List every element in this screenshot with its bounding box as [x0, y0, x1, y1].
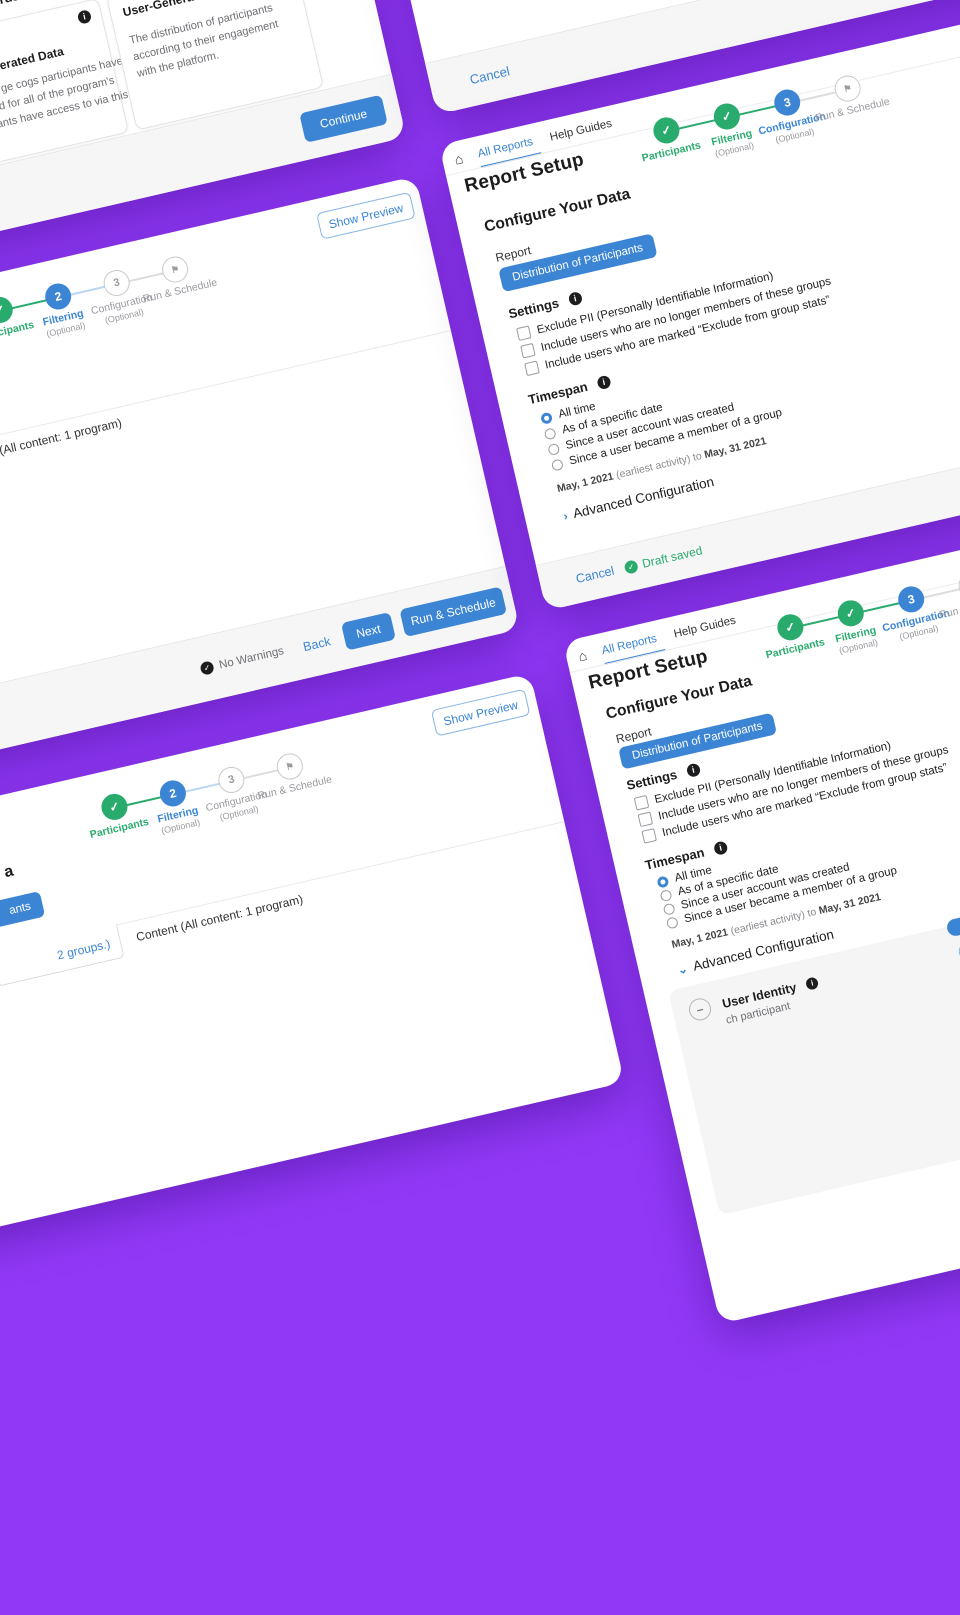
tab-groups-active[interactable]: 2 groups.) — [0, 924, 125, 987]
step-number: 2 — [157, 777, 189, 810]
step-number: 3 — [771, 86, 803, 119]
home-icon[interactable]: ⌂ — [576, 646, 589, 665]
info-icon[interactable]: i — [712, 840, 729, 857]
checkbox[interactable] — [524, 360, 540, 377]
step-label: Run & Schedule — [938, 592, 960, 622]
radio-selected[interactable] — [656, 874, 670, 889]
info-icon[interactable]: i — [596, 374, 612, 391]
date-to: May, 31 2021 — [817, 891, 883, 917]
radio[interactable] — [662, 902, 676, 916]
tab-content[interactable]: (All content: 1 program) — [0, 415, 124, 458]
participants-pill[interactable]: ants — [0, 890, 46, 946]
radio-selected[interactable] — [539, 411, 554, 425]
info-icon[interactable]: i — [76, 9, 93, 25]
date-middle: (earliest activity) to — [614, 450, 703, 482]
step-check-icon: ✓ — [711, 100, 743, 133]
chevron-right-icon: › — [561, 508, 569, 523]
stepper-step-run-schedule[interactable]: ⚑ Run & Schedule — [133, 248, 220, 306]
show-preview-button[interactable]: Show Preview — [430, 688, 531, 737]
filtering-screen-card-2: ✓ Participants 2 Filtering (Optional) 3 … — [0, 673, 625, 1365]
checkbox[interactable] — [633, 794, 650, 811]
draft-saved-status: ✓ Draft saved — [623, 543, 704, 575]
no-warnings-status: ✓ No Warnings — [199, 644, 285, 676]
no-warnings-label: No Warnings — [217, 644, 285, 672]
flag-icon: ⚑ — [956, 569, 960, 602]
check-icon: ✓ — [623, 558, 639, 575]
stepper-step-run-schedule[interactable]: ⚑ Run & Schedule — [806, 67, 893, 125]
run-schedule-button[interactable]: Run & Schedule — [399, 586, 508, 638]
step-number: 3 — [895, 583, 927, 615]
flag-icon: ⚑ — [832, 72, 864, 105]
step-check-icon: ✓ — [774, 611, 806, 643]
info-icon[interactable]: i — [567, 291, 584, 307]
chevron-down-icon: ⌄ — [675, 960, 689, 977]
step-number: 3 — [101, 267, 133, 299]
user-identity-panel: – User Identity i ch participant — [668, 766, 960, 1216]
collapse-circle-icon[interactable]: – — [686, 996, 714, 1023]
continue-button[interactable]: Continue — [299, 94, 388, 143]
checkbox[interactable] — [641, 828, 657, 844]
timespan-heading: Timespan i — [527, 373, 613, 409]
step-check-icon: ✓ — [650, 114, 683, 147]
step-check-icon: ✓ — [98, 791, 131, 823]
info-icon[interactable]: i — [804, 976, 820, 991]
checkbox[interactable] — [520, 342, 536, 359]
flag-icon: ⚑ — [274, 750, 306, 783]
radio[interactable] — [659, 888, 673, 902]
check-icon: ✓ — [199, 660, 215, 676]
cancel-link[interactable]: Cancel — [574, 563, 616, 587]
date-from: May, 1 2021 — [670, 926, 730, 951]
step-check-icon: ✓ — [835, 597, 867, 629]
collapse-icon-glyph: – — [695, 1001, 705, 1017]
step-check-icon: ✓ — [0, 294, 16, 326]
section-heading: Configure Your Data — [482, 185, 632, 236]
tab-groups-label: 2 groups.) — [55, 936, 112, 962]
show-preview-button[interactable]: Show Preview — [316, 191, 416, 240]
step-number: 3 — [215, 764, 247, 796]
radio[interactable] — [665, 915, 679, 930]
info-icon[interactable]: i — [685, 762, 702, 779]
picker-section-heading: wards — [0, 0, 21, 11]
date-from: May, 1 2021 — [555, 470, 615, 496]
date-to: May, 31 2021 — [703, 435, 768, 462]
step-number: 2 — [42, 280, 74, 313]
settings-label: Settings — [507, 295, 561, 322]
radio[interactable] — [543, 426, 557, 440]
filter-heading-fragment: a — [2, 862, 16, 882]
draft-saved-label: Draft saved — [640, 543, 704, 571]
home-icon[interactable]: ⌂ — [452, 150, 465, 168]
stepper-step-run-schedule[interactable]: ⚑ Run & Schedule — [248, 745, 335, 803]
report-pill[interactable]: Distribution of Participants — [498, 233, 658, 293]
toggle-on-switch[interactable] — [945, 914, 960, 938]
next-button[interactable]: Next — [340, 612, 396, 651]
radio[interactable] — [547, 442, 561, 456]
checkbox[interactable] — [516, 325, 532, 341]
radio[interactable] — [550, 457, 564, 472]
back-link[interactable]: Back — [301, 634, 333, 655]
checkbox[interactable] — [637, 811, 654, 828]
cancel-link[interactable]: Cancel — [468, 63, 512, 88]
flag-icon: ⚑ — [159, 253, 191, 286]
